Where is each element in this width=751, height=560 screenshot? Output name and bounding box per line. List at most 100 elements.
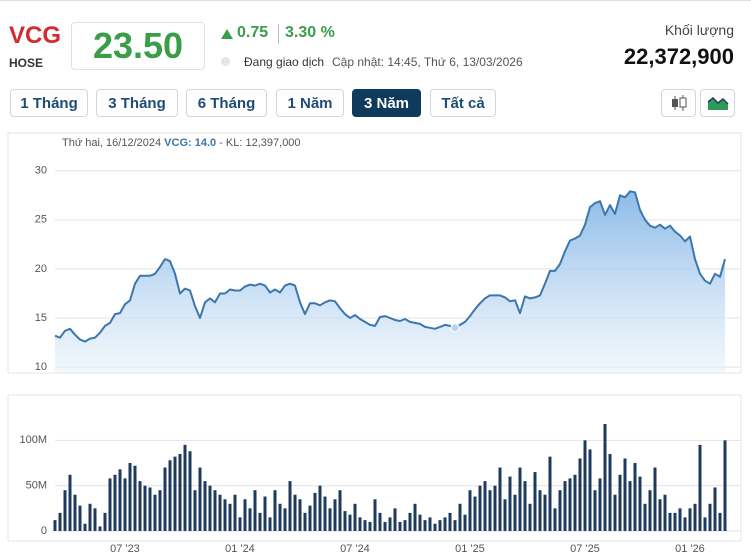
range-button[interactable]: 1 Tháng xyxy=(10,89,88,117)
volume-bar xyxy=(63,490,67,531)
volume-bar xyxy=(448,512,452,531)
volume-bar xyxy=(533,472,537,531)
volume-bar xyxy=(203,481,207,531)
status: Đang giao dịch xyxy=(244,55,325,69)
volume-bar xyxy=(353,503,357,531)
volume-bar xyxy=(168,460,172,531)
volume-bar xyxy=(58,512,62,531)
status-dot xyxy=(221,57,230,66)
volume-bar xyxy=(523,481,527,531)
volume-bar xyxy=(618,474,622,531)
volume-bar xyxy=(103,512,107,531)
range-button[interactable]: 3 Tháng xyxy=(96,89,178,117)
updated: Cập nhật: 14:45, Thứ 6, 13/03/2026 xyxy=(332,55,523,69)
volume-bar xyxy=(358,517,362,531)
volume-bar xyxy=(288,481,292,531)
volume-bar xyxy=(538,490,542,531)
volume-label: Khối lượng xyxy=(664,22,734,38)
change-percent: 3.30 % xyxy=(285,24,335,41)
volume-bar xyxy=(348,514,352,531)
exchange: HOSE xyxy=(9,56,44,70)
volume-bar xyxy=(543,494,547,531)
divider xyxy=(278,24,279,44)
icon-line xyxy=(707,96,729,105)
volume-bar xyxy=(283,508,287,531)
range-button[interactable]: Tất cả xyxy=(430,89,496,117)
volume-bar xyxy=(323,496,327,531)
volume-bar xyxy=(173,456,177,531)
volume-bar xyxy=(498,467,502,531)
volume-bar xyxy=(688,508,692,531)
volume-bar xyxy=(713,487,717,531)
volume-bar xyxy=(638,476,642,531)
volume-bar xyxy=(613,494,617,531)
volume-bar xyxy=(293,494,297,531)
volume-bar xyxy=(368,521,372,531)
y-tick-label: 25 xyxy=(35,214,47,226)
volume-bar xyxy=(513,494,517,531)
area-button[interactable] xyxy=(700,89,735,117)
volume-bar xyxy=(503,499,507,531)
volume-bar xyxy=(253,490,257,531)
volume-bar xyxy=(518,467,522,531)
volume-bar xyxy=(188,451,192,531)
volume-bar xyxy=(213,490,217,531)
volume-bar xyxy=(663,494,667,531)
volume-bar xyxy=(508,476,512,531)
x-tick-label: 01 '24 xyxy=(225,543,255,555)
volume-bar xyxy=(378,512,382,531)
x-tick-label: 07 '24 xyxy=(340,543,370,555)
volume-bar xyxy=(423,520,427,531)
volume-bar xyxy=(578,458,582,531)
volume-bar xyxy=(138,481,142,531)
volume-bar xyxy=(393,508,397,531)
volume-bar xyxy=(483,481,487,531)
x-tick-label: 07 '25 xyxy=(570,543,600,555)
volume-bar xyxy=(573,474,577,531)
volume-bar xyxy=(208,485,212,531)
volume-bar xyxy=(658,499,662,531)
volume-bar xyxy=(313,492,317,531)
volume-bar xyxy=(143,485,147,531)
range-button[interactable]: 3 Năm xyxy=(352,89,421,117)
volume: 22,372,900 xyxy=(623,44,734,69)
volume-bar xyxy=(408,512,412,531)
volume-bar xyxy=(148,487,152,531)
volume-bar xyxy=(268,517,272,531)
volume-bar xyxy=(328,508,332,531)
tooltip-volume: - KL: 12,397,000 xyxy=(219,137,300,149)
volume-bar xyxy=(53,520,57,531)
candlestick-icon xyxy=(672,95,687,111)
volume-bar xyxy=(458,503,462,531)
candlestick-button[interactable] xyxy=(661,89,696,117)
volume-bar xyxy=(318,485,322,531)
range-button[interactable]: 1 Năm xyxy=(276,89,344,117)
range-button[interactable]: 6 Tháng xyxy=(186,89,267,117)
x-tick-label: 01 '25 xyxy=(455,543,485,555)
volume-bar xyxy=(468,490,472,531)
volume-bar xyxy=(398,521,402,531)
symbol: VCG xyxy=(9,22,62,49)
tooltip: Thứ hai, 16/12/2024 VCG: 14.0 - KL: 12,3… xyxy=(62,137,301,149)
volume-bar xyxy=(163,467,167,531)
volume-bar xyxy=(73,494,77,531)
volume-bar xyxy=(623,458,627,531)
volume-bar xyxy=(273,490,277,531)
up-triangle xyxy=(221,29,233,39)
volume-bar xyxy=(83,523,87,531)
y-tick-label: 100M xyxy=(19,434,47,446)
volume-bar xyxy=(433,523,437,531)
volume-bar xyxy=(108,478,112,531)
y-tick-label: 15 xyxy=(35,312,47,324)
volume-bar xyxy=(703,517,707,531)
volume-bar xyxy=(373,499,377,531)
tooltip-price: VCG: 14.0 xyxy=(164,137,216,149)
volume-bar xyxy=(248,508,252,531)
volume-bar xyxy=(648,490,652,531)
volume-bar xyxy=(263,496,267,531)
volume-bar xyxy=(88,503,92,531)
volume-bar xyxy=(428,517,432,531)
y-tick-label: 0 xyxy=(41,525,47,537)
